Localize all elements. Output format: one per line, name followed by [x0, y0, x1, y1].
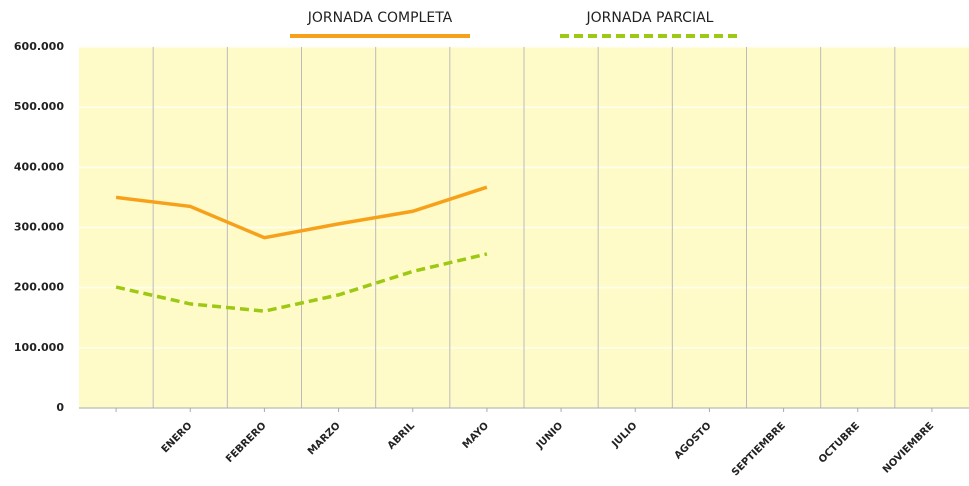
y-tick-label: 600.000 — [14, 40, 64, 53]
y-tick-label: 200.000 — [14, 281, 64, 294]
x-tick-label: MARZO — [306, 420, 343, 457]
series-line — [115, 252, 488, 313]
y-tick-label: 500.000 — [14, 100, 64, 113]
y-tick-label: 0 — [56, 401, 64, 414]
x-tick-label: OCTUBRE — [817, 420, 862, 465]
x-tick-label: ABRIL — [386, 420, 418, 452]
legend-label: JORNADA COMPLETA — [307, 10, 453, 26]
x-tick-label: MAYO — [461, 420, 491, 450]
y-tick-label: 400.000 — [14, 160, 64, 173]
x-tick-label: AGOSTO — [673, 420, 714, 461]
series-line — [115, 185, 488, 240]
x-tick-label: JULIO — [609, 420, 639, 450]
x-tick-label: ENERO — [160, 420, 195, 455]
x-tick-label: FEBRERO — [224, 420, 269, 465]
x-tick-label: NOVIEMBRE — [881, 420, 936, 475]
x-tick-label: JUNIO — [534, 420, 565, 451]
legend-label: JORNADA PARCIAL — [586, 10, 714, 26]
x-tick-label: SEPTIEMBRE — [730, 420, 788, 478]
y-tick-label: 300.000 — [14, 221, 64, 234]
y-tick-label: 100.000 — [14, 341, 64, 354]
